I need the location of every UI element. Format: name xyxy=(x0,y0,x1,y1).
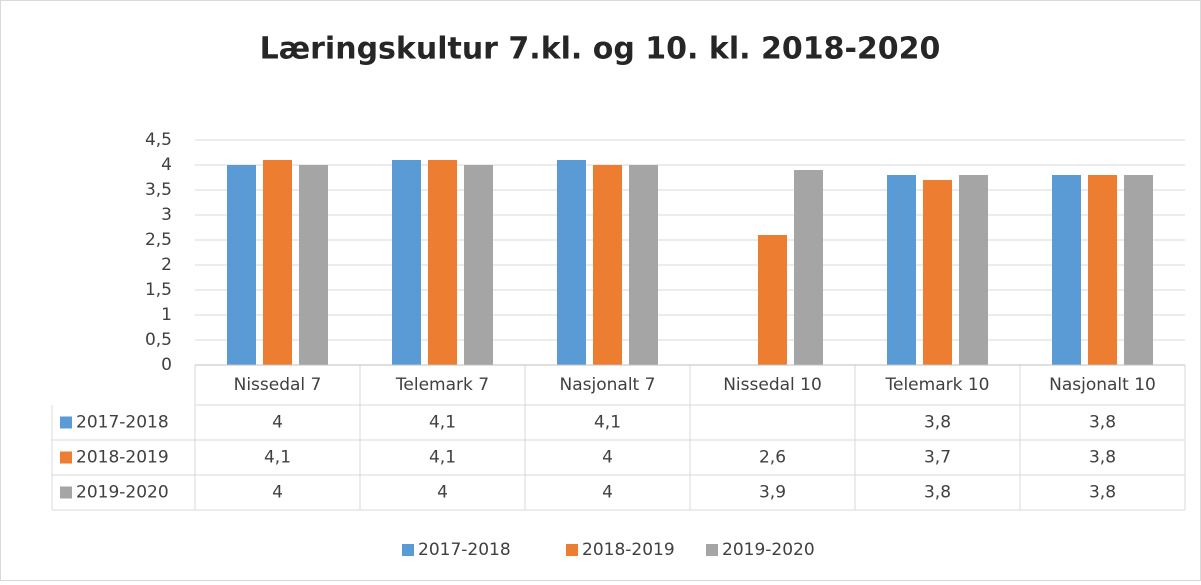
table-legend-key xyxy=(60,451,72,464)
table-value: 3,9 xyxy=(759,483,786,503)
table-row-label: 2017-2018 xyxy=(76,413,169,433)
table-row-label: 2018-2019 xyxy=(76,448,169,468)
table-value: 4 xyxy=(602,483,613,503)
bar xyxy=(557,160,586,365)
x-tick-label: Telemark 7 xyxy=(395,375,489,395)
x-tick-label: Nasjonalt 10 xyxy=(1049,375,1156,395)
bar xyxy=(392,160,421,365)
y-tick-label: 0,5 xyxy=(145,330,172,350)
bar xyxy=(299,165,328,365)
x-tick-label: Nissedal 10 xyxy=(723,375,822,395)
bar xyxy=(1052,175,1081,365)
legend-key xyxy=(566,544,578,556)
bar xyxy=(887,175,916,365)
y-tick-label: 3,5 xyxy=(145,180,172,200)
y-tick-label: 1,5 xyxy=(145,280,172,300)
legend-key xyxy=(402,544,414,556)
y-tick-label: 0 xyxy=(161,355,172,375)
table-legend-key xyxy=(60,416,72,429)
y-tick-label: 4 xyxy=(161,155,172,175)
bar xyxy=(758,235,787,365)
bar xyxy=(593,165,622,365)
y-tick-label: 2 xyxy=(161,255,172,275)
table-value: 3,8 xyxy=(924,483,951,503)
bar xyxy=(428,160,457,365)
bar xyxy=(464,165,493,365)
table-value: 4,1 xyxy=(429,413,456,433)
table-row-label: 2019-2020 xyxy=(76,483,169,503)
y-tick-label: 3 xyxy=(161,205,172,225)
chart-title: Læringskultur 7.kl. og 10. kl. 2018-2020 xyxy=(260,32,941,67)
table-value: 3,7 xyxy=(924,448,951,468)
x-tick-label: Nasjonalt 7 xyxy=(560,375,656,395)
table-value: 4 xyxy=(437,483,448,503)
bar xyxy=(227,165,256,365)
legend-label: 2019-2020 xyxy=(722,540,815,560)
bar xyxy=(1088,175,1117,365)
table-value: 3,8 xyxy=(1089,483,1116,503)
table-value: 2,6 xyxy=(759,448,786,468)
table-value: 4,1 xyxy=(429,448,456,468)
table-value: 4 xyxy=(272,413,283,433)
bar xyxy=(263,160,292,365)
x-tick-label: Nissedal 7 xyxy=(234,375,322,395)
y-tick-label: 4,5 xyxy=(145,130,172,150)
bar xyxy=(923,180,952,365)
table-value: 3,8 xyxy=(1089,448,1116,468)
legend-key xyxy=(706,544,718,556)
legend-label: 2017-2018 xyxy=(418,540,511,560)
table-value: 4,1 xyxy=(264,448,291,468)
x-tick-label: Telemark 10 xyxy=(885,375,990,395)
table-value: 3,8 xyxy=(924,413,951,433)
table-legend-key xyxy=(60,486,72,499)
y-tick-label: 2,5 xyxy=(145,230,172,250)
y-tick-label: 1 xyxy=(161,305,172,325)
table-value: 4,1 xyxy=(594,413,621,433)
bar xyxy=(629,165,658,365)
legend-label: 2018-2019 xyxy=(582,540,675,560)
table-value: 4 xyxy=(272,483,283,503)
bar xyxy=(1124,175,1153,365)
table-value: 3,8 xyxy=(1089,413,1116,433)
bar xyxy=(959,175,988,365)
bar xyxy=(794,170,823,365)
table-value: 4 xyxy=(602,448,613,468)
